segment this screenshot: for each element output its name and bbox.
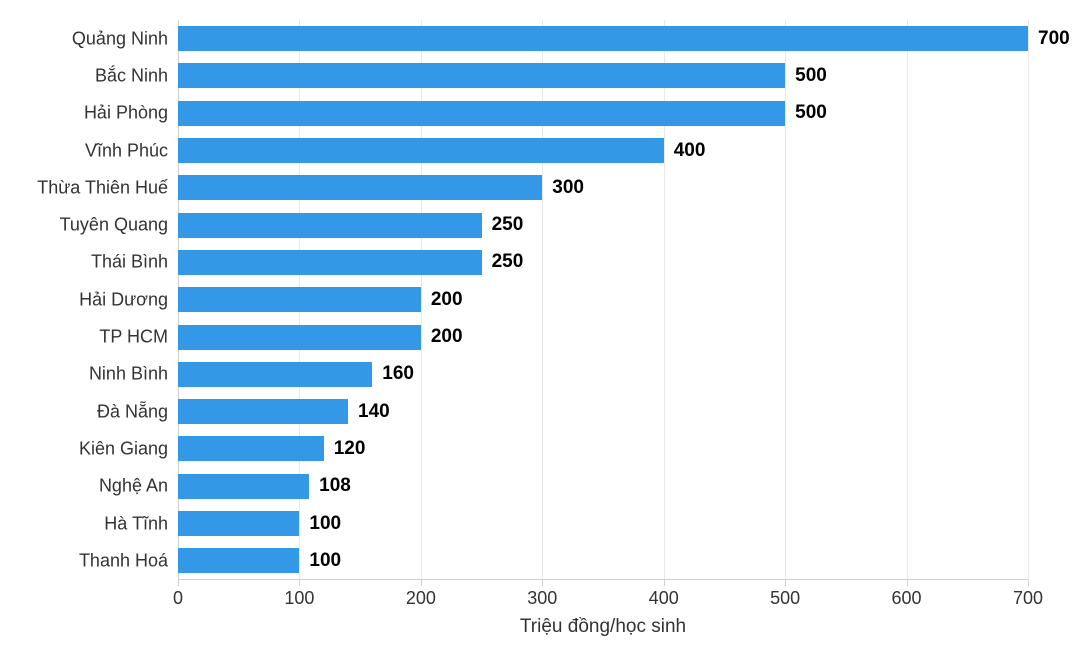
bar-value-label: 100 <box>309 513 341 535</box>
bar-row: 120 <box>178 436 1028 461</box>
bar-row: 300 <box>178 175 1028 200</box>
category-label: Vĩnh Phúc <box>85 140 178 161</box>
bar-value-label: 108 <box>319 475 351 497</box>
bar <box>178 436 324 461</box>
bar-row: 250 <box>178 250 1028 275</box>
category-label: Nghệ An <box>99 476 178 497</box>
category-label: Thừa Thiên Huế <box>37 177 178 198</box>
bar-value-label: 120 <box>334 438 366 460</box>
bar <box>178 474 309 499</box>
category-label: Thái Bình <box>91 252 178 273</box>
x-tick-label: 500 <box>770 580 800 609</box>
bar <box>178 213 482 238</box>
bar-row: 100 <box>178 548 1028 573</box>
bar-value-label: 200 <box>431 289 463 311</box>
bar-row: 400 <box>178 138 1028 163</box>
bar-value-label: 700 <box>1038 28 1070 50</box>
category-label: Đà Nẵng <box>97 401 178 422</box>
category-label: Ninh Bình <box>89 364 178 385</box>
bar-row: 700 <box>178 26 1028 51</box>
category-label: Tuyên Quang <box>60 215 178 236</box>
x-axis-label: Triệu đồng/học sinh <box>520 580 686 638</box>
bar-value-label: 300 <box>552 177 584 199</box>
bar-value-label: 140 <box>358 401 390 423</box>
bar <box>178 175 542 200</box>
category-label: Thanh Hoá <box>79 550 178 571</box>
category-label: Hải Dương <box>79 289 178 310</box>
bar-row: 140 <box>178 399 1028 424</box>
bar <box>178 362 372 387</box>
bar-row: 250 <box>178 213 1028 238</box>
bar-value-label: 100 <box>309 550 341 572</box>
x-tick-label: 200 <box>406 580 436 609</box>
bar-row: 500 <box>178 63 1028 88</box>
bar <box>178 26 1028 51</box>
category-label: Bắc Ninh <box>95 65 178 86</box>
bar <box>178 511 299 536</box>
bar <box>178 325 421 350</box>
bar-value-label: 500 <box>795 65 827 87</box>
bar <box>178 138 664 163</box>
bar-value-label: 250 <box>492 251 524 273</box>
bar-row: 500 <box>178 101 1028 126</box>
bar-value-label: 160 <box>382 363 414 385</box>
bar-value-label: 400 <box>674 140 706 162</box>
x-tick-label: 600 <box>892 580 922 609</box>
bar-row: 200 <box>178 325 1028 350</box>
category-label: TP HCM <box>99 327 178 348</box>
gridline <box>1028 20 1029 580</box>
bar-value-label: 500 <box>795 102 827 124</box>
category-label: Hải Phòng <box>84 103 178 124</box>
plot-area: 0100200300400500600700Triệu đồng/học sin… <box>178 20 1028 580</box>
bar-chart: 0 100 200 300 400 500 600 700 Triệu đồng/học sin… <box>0 0 1083 649</box>
bar <box>178 287 421 312</box>
bar <box>178 63 785 88</box>
bar <box>178 399 348 424</box>
bar-row: 108 <box>178 474 1028 499</box>
x-tick-label: 700 <box>1013 580 1043 609</box>
bar <box>178 250 482 275</box>
bar <box>178 101 785 126</box>
bar-value-label: 200 <box>431 326 463 348</box>
bar-row: 160 <box>178 362 1028 387</box>
bar <box>178 548 299 573</box>
x-tick-label: 100 <box>284 580 314 609</box>
x-tick-label: 0 <box>173 580 183 609</box>
bar-row: 100 <box>178 511 1028 536</box>
category-label: Kiên Giang <box>79 438 178 459</box>
bar-row: 200 <box>178 287 1028 312</box>
category-label: Quảng Ninh <box>72 28 178 49</box>
category-label: Hà Tĩnh <box>104 513 178 534</box>
bar-value-label: 250 <box>492 214 524 236</box>
